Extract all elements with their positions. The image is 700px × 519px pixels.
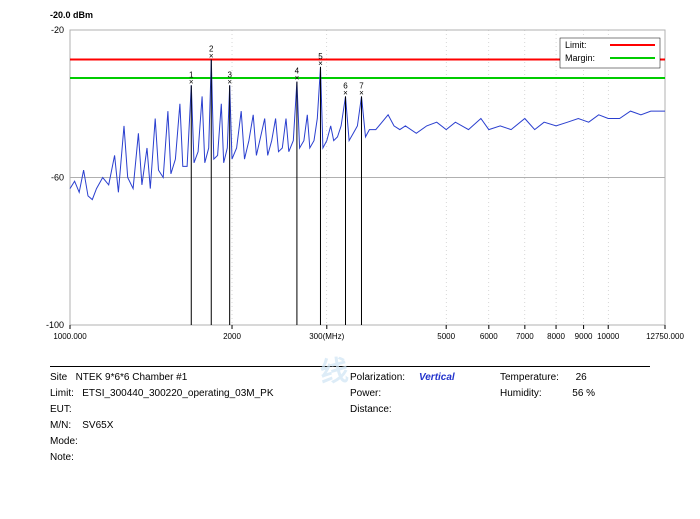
x-tick-label: 300(MHz) [309, 332, 344, 341]
y-tick-label: -20 [51, 25, 64, 35]
humidity-label: Humidity: [500, 388, 542, 399]
x-tick-label: 7000 [516, 332, 534, 341]
x-tick-label: 10000 [597, 332, 620, 341]
y-axis-label: -20.0 dBm [50, 10, 93, 20]
polarization-value: Vertical [419, 372, 455, 383]
site-label: Site [50, 372, 67, 383]
marker-x-icon: × [343, 88, 348, 97]
temperature-label: Temperature: [500, 372, 559, 383]
info-panel: Site NTEK 9*6*6 Chamber #1 Polarization:… [0, 360, 700, 465]
note-label: Note: [50, 452, 74, 463]
marker-x-icon: × [318, 59, 323, 68]
mode-label: Mode: [50, 436, 78, 447]
x-tick-label: 8000 [547, 332, 565, 341]
power-label: Power: [350, 388, 381, 399]
marker-x-icon: × [189, 77, 194, 86]
y-tick-label: -60 [51, 173, 64, 183]
x-tick-label: 1000.000 [53, 332, 87, 341]
spectrum-chart: -20.0 dBm -20 -60 -100 1000.000 2000 300(MHz) 5… [0, 0, 700, 360]
legend-label: Margin: [565, 53, 595, 63]
x-tick-label: 12750.000 [646, 332, 684, 341]
x-tick-label: 5000 [437, 332, 455, 341]
marker-x-icon: × [359, 88, 364, 97]
limit-value: ETSI_300440_300220_operating_03M_PK [82, 388, 273, 399]
humidity-value: 56 % [572, 388, 595, 399]
x-tick-label: 2000 [223, 332, 241, 341]
y-tick-label: -100 [46, 320, 64, 330]
info-divider [50, 366, 650, 367]
x-tick-label: 6000 [480, 332, 498, 341]
eut-label: EUT: [50, 404, 72, 415]
x-tick-label: 9000 [575, 332, 593, 341]
mn-value: SV65X [82, 420, 113, 431]
site-value: NTEK 9*6*6 Chamber #1 [76, 372, 188, 383]
polarization-label: Polarization: [350, 372, 405, 383]
marker-x-icon: × [295, 74, 300, 83]
distance-label: Distance: [350, 404, 392, 415]
marker-x-icon: × [227, 77, 232, 86]
mn-label: M/N: [50, 420, 71, 431]
legend-label: Limit: [565, 40, 587, 50]
limit-label: Limit: [50, 388, 74, 399]
temperature-value: 26 [576, 372, 587, 383]
marker-x-icon: × [209, 52, 214, 61]
